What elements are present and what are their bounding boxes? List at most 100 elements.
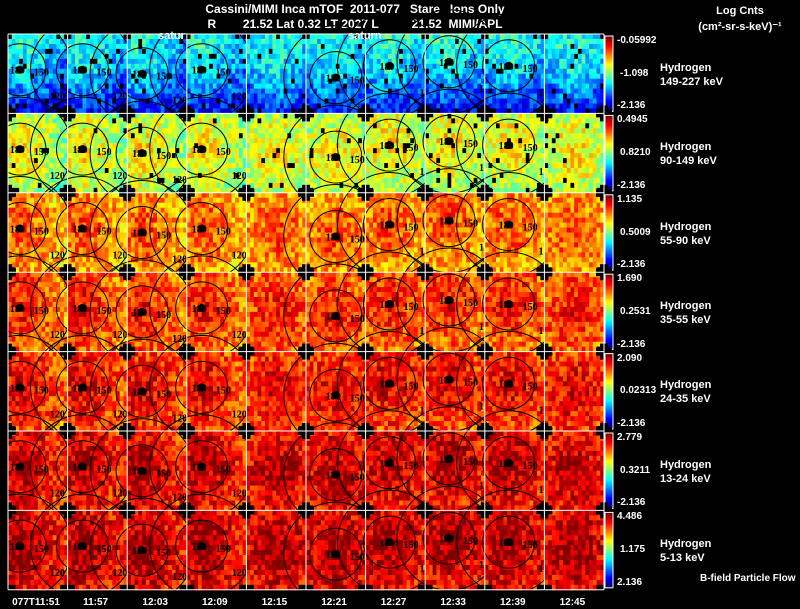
heatmap-pixel — [22, 172, 28, 179]
heatmap-pixel — [216, 113, 221, 119]
heatmap-pixel — [15, 34, 20, 40]
heatmap-pixel — [82, 187, 87, 194]
heatmap-pixel — [89, 34, 95, 40]
heatmap-pixel — [399, 98, 404, 105]
heatmap-pixel — [414, 133, 419, 139]
heatmap-pixel — [227, 93, 233, 100]
heatmap-pixel — [343, 34, 348, 40]
heatmap-pixel — [287, 88, 292, 95]
heatmap-pixel — [201, 123, 207, 129]
heatmap-pixel — [361, 83, 367, 90]
heatmap-pixel — [503, 108, 508, 114]
heatmap-pixel — [570, 68, 575, 75]
heatmap-pixel — [384, 163, 389, 169]
heatmap-pixel — [507, 103, 512, 110]
heatmap-pixel — [350, 108, 356, 114]
heatmap-pixel — [529, 68, 534, 75]
heatmap-pixel — [86, 148, 91, 154]
heatmap-pixel — [253, 172, 259, 179]
heatmap-pixel — [380, 148, 385, 154]
heatmap-pixel — [492, 88, 497, 95]
heatmap-pixel — [484, 172, 490, 179]
heatmap-pixel — [287, 167, 292, 174]
heatmap-pixel — [499, 138, 505, 144]
heatmap-pixel — [380, 68, 385, 75]
heatmap-pixel — [522, 53, 527, 60]
heatmap-pixel — [164, 98, 169, 105]
heatmap-pixel — [514, 143, 519, 149]
heatmap-pixel — [272, 158, 277, 164]
heatmap-pixel — [130, 128, 136, 134]
saturn-center-marker — [78, 65, 87, 74]
heatmap-pixel — [406, 128, 411, 134]
heatmap-pixel — [410, 83, 415, 90]
heatmap-pixel — [507, 34, 512, 40]
heatmap-pixel — [406, 133, 411, 139]
heatmap-pixel — [436, 123, 441, 129]
heatmap-pixel — [451, 167, 456, 174]
heatmap-pixel — [391, 98, 396, 105]
heatmap-pixel — [265, 98, 270, 105]
heatmap-pixel — [518, 153, 523, 159]
heatmap-pixel — [436, 172, 441, 179]
heatmap-pixel — [179, 34, 184, 40]
heatmap-pixel — [391, 143, 396, 149]
contour-label-120: 120 — [232, 171, 247, 182]
heatmap-pixel — [190, 73, 195, 80]
heatmap-pixel — [134, 113, 139, 119]
heatmap-pixel — [443, 123, 449, 129]
heatmap-pixel — [477, 177, 482, 184]
heatmap-pixel — [86, 167, 91, 174]
heatmap-pixel — [484, 78, 490, 85]
heatmap-pixel — [142, 187, 147, 194]
heatmap-pixel — [540, 133, 545, 139]
heatmap-pixel — [19, 43, 24, 50]
heatmap-pixel — [596, 63, 601, 70]
heatmap-pixel — [179, 43, 184, 50]
heatmap-pixel — [37, 93, 43, 100]
heatmap-pixel — [592, 88, 598, 95]
heatmap-pixel — [186, 98, 192, 105]
heatmap-pixel — [179, 53, 184, 60]
heatmap-pixel — [410, 108, 415, 114]
heatmap-pixel — [600, 53, 605, 60]
heatmap-pixel — [287, 43, 292, 50]
contour-label-150: 150 — [350, 76, 365, 87]
heatmap-pixel — [525, 98, 531, 105]
heatmap-pixel — [522, 78, 527, 85]
heatmap-pixel — [231, 88, 236, 95]
heatmap-pixel — [488, 78, 493, 85]
heatmap-pixel — [116, 138, 121, 144]
heatmap-pixel — [391, 48, 396, 55]
heatmap-pixel — [253, 48, 259, 55]
heatmap-pixel — [518, 128, 523, 134]
heatmap-pixel — [399, 172, 404, 179]
heatmap-pixel — [302, 48, 307, 55]
heatmap-pixel — [186, 138, 192, 144]
heatmap-pixel — [455, 187, 460, 194]
heatmap-pixel — [402, 103, 408, 110]
heatmap-pixel — [216, 133, 221, 139]
heatmap-pixel — [384, 138, 389, 144]
heatmap-pixel — [332, 138, 337, 144]
heatmap-pixel — [589, 78, 594, 85]
heatmap-pixel — [250, 63, 255, 70]
heatmap-pixel — [56, 63, 61, 70]
heatmap-pixel — [194, 53, 199, 60]
contour-label-120: 120 — [172, 96, 187, 107]
heatmap-pixel — [242, 88, 247, 95]
heatmap-pixel — [302, 177, 307, 184]
heatmap-pixel — [499, 38, 505, 45]
heatmap-pixel — [235, 113, 240, 119]
heatmap-pixel — [555, 43, 560, 50]
heatmap-pixel — [157, 53, 162, 60]
heatmap-pixel — [19, 73, 24, 80]
heatmap-pixel — [507, 153, 512, 159]
heatmap-pixel — [101, 138, 106, 144]
heatmap-pixel — [380, 182, 385, 189]
heatmap-pixel — [134, 78, 139, 85]
heatmap-pixel — [432, 177, 437, 184]
heatmap-pixel — [354, 108, 359, 114]
heatmap-pixel — [332, 78, 337, 85]
heatmap-pixel — [365, 63, 370, 70]
